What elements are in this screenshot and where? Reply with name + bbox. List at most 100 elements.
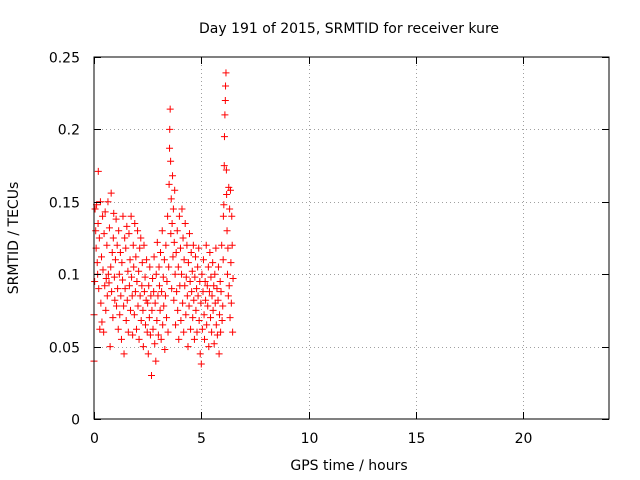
data-point: [110, 273, 118, 281]
data-point: [225, 282, 233, 290]
data-point: [202, 296, 210, 304]
data-point: [94, 220, 102, 228]
data-point: [152, 270, 160, 278]
data-point: [146, 331, 154, 339]
data-point: [125, 282, 133, 290]
data-point: [169, 172, 177, 180]
data-point: [221, 96, 229, 104]
data-point: [151, 299, 159, 307]
data-point: [229, 275, 237, 283]
data-point: [112, 215, 120, 223]
data-point: [168, 220, 176, 228]
data-point: [217, 288, 225, 296]
data-point: [227, 299, 235, 307]
data-point: [194, 292, 202, 300]
data-point: [154, 331, 162, 339]
data-point: [95, 234, 103, 242]
data-point: [216, 277, 224, 285]
data-point: [96, 198, 104, 206]
data-point: [173, 227, 181, 235]
data-point: [220, 201, 228, 209]
data-point: [228, 212, 236, 220]
data-point: [116, 311, 124, 319]
data-point: [219, 256, 227, 264]
data-point: [184, 343, 192, 351]
data-point: [185, 302, 193, 310]
data-point: [140, 241, 148, 249]
x-tick-label: 10: [301, 431, 319, 447]
data-point: [93, 259, 101, 267]
data-point: [99, 212, 107, 220]
data-point: [214, 296, 222, 304]
data-point: [104, 198, 112, 206]
data-point: [103, 292, 111, 300]
data-point: [126, 306, 134, 314]
data-point: [143, 256, 151, 264]
data-point: [176, 244, 184, 252]
data-point: [194, 263, 202, 271]
data-point: [98, 253, 106, 261]
data-point: [149, 275, 157, 283]
data-point: [172, 248, 180, 256]
data-point: [195, 317, 203, 325]
data-point: [111, 256, 119, 264]
data-point: [214, 263, 222, 271]
data-point: [171, 270, 179, 278]
data-point: [165, 180, 173, 188]
data-point: [183, 241, 191, 249]
data-point: [181, 220, 189, 228]
data-point: [139, 306, 147, 314]
data-point: [96, 325, 104, 333]
data-point: [115, 227, 123, 235]
data-point: [129, 331, 137, 339]
x-tick-label: 15: [408, 431, 426, 447]
data-point: [151, 340, 159, 348]
data-point: [134, 227, 142, 235]
data-point: [107, 263, 115, 271]
data-point: [213, 331, 221, 339]
data-point: [197, 360, 205, 368]
data-point: [113, 241, 121, 249]
data-point: [205, 343, 213, 351]
data-point: [201, 335, 209, 343]
data-point: [92, 227, 100, 235]
data-point: [134, 302, 142, 310]
data-point: [142, 321, 149, 329]
data-point: [215, 350, 223, 358]
data-point: [162, 241, 170, 249]
data-point: [102, 306, 110, 314]
data-point: [193, 328, 201, 336]
data-point: [195, 244, 203, 252]
data-point: [129, 241, 137, 249]
data-point: [228, 241, 236, 249]
data-point: [218, 317, 226, 325]
data-point: [205, 288, 213, 296]
data-point: [169, 253, 177, 261]
data-point: [207, 273, 215, 281]
data-point: [224, 292, 232, 300]
y-tick-label: 0.25: [49, 51, 80, 67]
data-point: [117, 292, 125, 300]
data-point: [167, 230, 175, 238]
data-point: [146, 263, 154, 271]
data-point: [226, 314, 234, 322]
data-point: [165, 263, 173, 271]
data-point: [164, 212, 172, 220]
data-point: [155, 282, 163, 290]
data-point: [222, 82, 230, 90]
data-point: [225, 183, 233, 191]
data-point: [158, 227, 166, 235]
data-point: [125, 230, 133, 238]
data-point: [191, 273, 199, 281]
data-point: [94, 167, 102, 175]
data-point: [222, 69, 230, 77]
data-point: [222, 166, 230, 174]
data-point: [223, 270, 231, 278]
data-point: [179, 299, 187, 307]
x-tick-label: 0: [90, 431, 99, 447]
data-point: [158, 288, 166, 296]
data-point: [226, 186, 234, 194]
data-point: [105, 224, 113, 232]
data-point: [120, 302, 128, 310]
data-point: [209, 306, 217, 314]
